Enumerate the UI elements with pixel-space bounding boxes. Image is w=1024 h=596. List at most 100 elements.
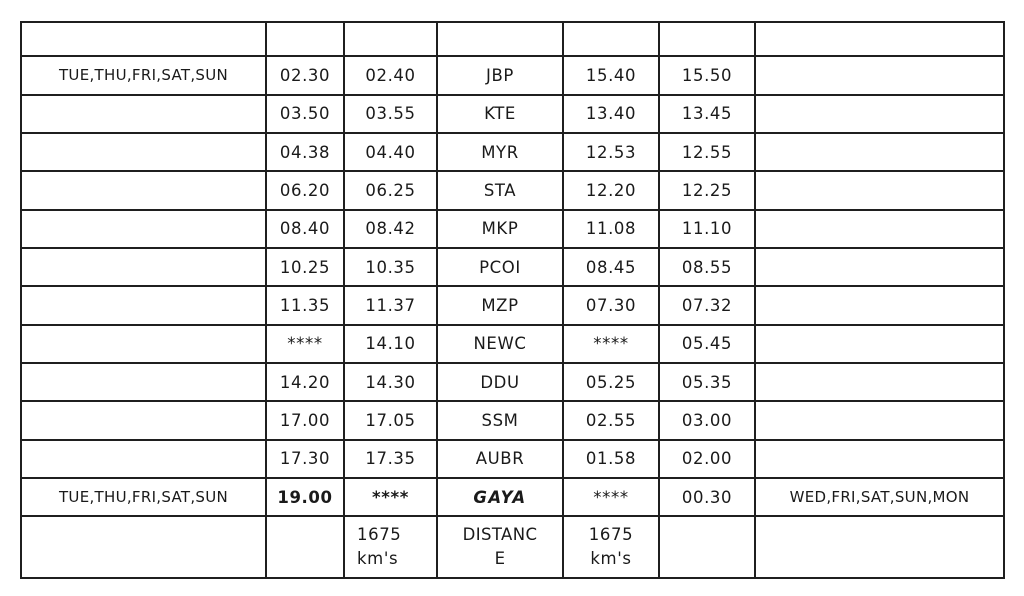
cell-text: 03.00 [681, 411, 733, 431]
table-cell: 14.20 [265, 362, 345, 403]
table-row: **** 14.10 NEWC **** 05.45 [20, 323, 1005, 365]
table-row [20, 20, 1005, 58]
cell-text: DISTANCE [462, 525, 538, 569]
cell-text: 05.45 [681, 334, 733, 354]
table-cell [20, 515, 267, 579]
cell-text: 06.25 [365, 181, 416, 200]
table-cell: 1675 km's [562, 515, 660, 579]
cell-text: **** [372, 487, 409, 507]
cell-text: MYR [481, 142, 519, 162]
table-row: 03.50 03.55 KTE 13.40 13.45 [20, 93, 1005, 134]
table-cell: 03.00 [658, 400, 756, 441]
cell-text: 1675 km's [357, 525, 402, 569]
table-cell: 05.25 [562, 362, 660, 403]
table-cell: DDU [436, 362, 564, 403]
cell-text: 08.42 [365, 219, 416, 239]
table-cell: 08.45 [562, 247, 660, 288]
train-timetable: TUE,THU,FRI,SAT,SUN 02.30 02.40 JBP 15.40 15.… [20, 20, 1005, 579]
table-cell: 11.10 [658, 208, 756, 250]
cell-text: **** [287, 334, 323, 354]
table-cell: MZP [436, 285, 564, 326]
table-cell: AUBR [436, 438, 564, 480]
table-cell [754, 131, 1005, 173]
table-cell [754, 93, 1005, 134]
cell-text: 02.30 [279, 65, 331, 85]
cell-text: 12.55 [681, 142, 733, 162]
table-cell: 06.25 [343, 170, 438, 211]
table-cell: MKP [436, 208, 564, 250]
table-cell: 03.50 [265, 93, 345, 134]
cell-text: 17.35 [365, 449, 416, 469]
cell-text: SSM [481, 411, 519, 431]
cell-text: DDU [480, 372, 520, 392]
table-cell: 02.30 [265, 55, 345, 96]
cell-text: 05.25 [585, 372, 637, 392]
cell-text: 02.40 [365, 65, 416, 85]
table-cell: TUE,THU,FRI,SAT,SUN [20, 55, 267, 96]
cell-text: 14.30 [365, 372, 416, 392]
table-cell: STA [436, 170, 564, 211]
table-cell [562, 20, 660, 58]
table-cell: **** [343, 477, 438, 518]
table-cell: 08.55 [658, 247, 756, 288]
cell-text: JBP [486, 65, 514, 85]
table-row: 06.20 06.25 STA 12.20 12.25 [20, 170, 1005, 211]
table-cell [754, 55, 1005, 96]
table-cell [20, 323, 267, 365]
table-row: 17.00 17.05 SSM 02.55 03.00 [20, 400, 1005, 441]
cell-text: 14.10 [365, 334, 416, 354]
table-cell: 13.40 [562, 93, 660, 134]
table-cell [20, 170, 267, 211]
table-cell: 02.00 [658, 438, 756, 480]
table-cell: 17.35 [343, 438, 438, 480]
cell-text: **** [593, 334, 629, 354]
table-cell: 14.10 [343, 323, 438, 365]
table-cell [343, 20, 438, 58]
table-cell [754, 20, 1005, 58]
table-cell [20, 362, 267, 403]
cell-text: 14.20 [279, 372, 331, 392]
table-cell: 08.42 [343, 208, 438, 250]
cell-text: 13.45 [681, 104, 733, 124]
table-cell [20, 131, 267, 173]
cell-text: WED,FRI,SAT,SUN,MON [789, 488, 970, 507]
cell-text: 04.40 [365, 142, 416, 162]
table-row: 04.38 04.40 MYR 12.53 12.55 [20, 131, 1005, 173]
cell-text: 11.08 [585, 219, 637, 239]
cell-text: 12.53 [585, 142, 637, 162]
cell-text: 07.30 [585, 296, 637, 316]
table-cell: 17.30 [265, 438, 345, 480]
cell-text: 03.55 [365, 104, 416, 124]
table-cell: 02.55 [562, 400, 660, 441]
table-cell [658, 20, 756, 58]
cell-text: GAYA [473, 487, 527, 507]
table-cell [20, 438, 267, 480]
table-cell: 19.00 [265, 477, 345, 518]
cell-text: 13.40 [585, 104, 637, 124]
cell-text: 11.37 [365, 296, 416, 316]
table-cell: 15.40 [562, 55, 660, 96]
table-cell: 04.38 [265, 131, 345, 173]
table-cell: **** [562, 477, 660, 518]
table-cell: **** [265, 323, 345, 365]
table-cell [754, 285, 1005, 326]
table-cell: 07.30 [562, 285, 660, 326]
table-cell: 14.30 [343, 362, 438, 403]
table-row: 1675 km's DISTANCE 1675 km's [20, 515, 1005, 579]
cell-text: 12.25 [681, 181, 733, 200]
table-cell: 13.45 [658, 93, 756, 134]
table-cell [754, 247, 1005, 288]
table-cell [20, 208, 267, 250]
table-cell [754, 208, 1005, 250]
table-cell: KTE [436, 93, 564, 134]
table-cell: 17.05 [343, 400, 438, 441]
cell-text: 17.30 [279, 449, 331, 469]
cell-text: 17.05 [365, 411, 416, 431]
table-cell: 05.35 [658, 362, 756, 403]
cell-text: 01.58 [585, 449, 637, 469]
cell-text: 02.00 [681, 449, 733, 469]
cell-text: 1675 km's [588, 525, 634, 569]
timetable-body: TUE,THU,FRI,SAT,SUN 02.30 02.40 JBP 15.40 15.… [20, 20, 1005, 579]
cell-text: 15.40 [585, 65, 637, 85]
table-cell [20, 285, 267, 326]
